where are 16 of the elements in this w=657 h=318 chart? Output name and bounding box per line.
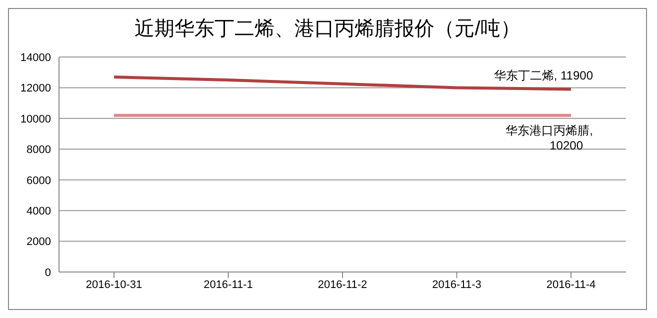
y-tick-label: 2000	[26, 236, 51, 248]
y-tick-label: 8000	[26, 144, 51, 156]
y-tick-label: 10000	[20, 113, 51, 126]
y-tick-label: 6000	[26, 174, 51, 187]
annotation: 华东港口丙烯腈, 10200	[506, 123, 593, 152]
x-tick-label: 2016-10-31	[86, 278, 142, 291]
annotation: 华东丁二烯, 11900	[494, 68, 594, 82]
y-tick-label: 4000	[26, 205, 51, 218]
x-tick-label: 2016-11-3	[432, 278, 482, 291]
x-tick-label: 2016-11-4	[546, 278, 596, 291]
y-tick-label: 14000	[20, 52, 51, 64]
x-tick-label: 2016-11-1	[204, 278, 253, 291]
y-tick-label: 12000	[20, 82, 51, 95]
y-tick-label: 0	[44, 266, 51, 279]
chart-title: 近期华东丁二烯、港口丙烯腈报价（元/吨）	[134, 17, 522, 42]
x-tick-label: 2016-11-2	[318, 278, 368, 291]
